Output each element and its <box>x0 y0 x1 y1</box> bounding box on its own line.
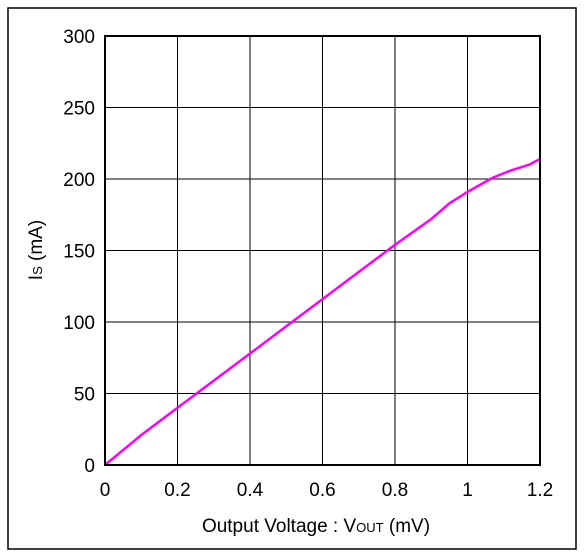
series-line <box>104 157 541 466</box>
x-tick-label: 0.8 <box>382 480 408 501</box>
y-tick-labels: 0 50 100 150 200 250 300 <box>63 27 95 477</box>
series-layer <box>104 157 541 466</box>
y-axis-label-sub: S <box>30 266 45 275</box>
y-tick-label: 50 <box>74 385 95 406</box>
y-tick-label: 300 <box>63 27 95 48</box>
x-axis-label-unit: (mV) <box>384 516 430 537</box>
x-tick-label: 0.2 <box>164 480 190 501</box>
y-axis-label: IS (mA) <box>26 220 47 280</box>
y-tick-label: 150 <box>63 242 95 263</box>
y-axis-label-main: I <box>26 275 47 280</box>
y-axis-label-unit: (mA) <box>26 220 47 266</box>
x-axis-label-main: Output Voltage : V <box>202 516 357 537</box>
x-tick-label: 0 <box>100 480 111 501</box>
plot-area-border <box>104 35 541 466</box>
y-tick-label: 100 <box>63 313 95 334</box>
x-axis-label-sub: OUT <box>356 520 384 535</box>
x-axis-label: Output Voltage : VOUT (mV) <box>202 516 430 537</box>
x-tick-label: 0.4 <box>237 480 264 501</box>
grid <box>105 36 540 465</box>
y-tick-label: 250 <box>63 99 95 120</box>
x-tick-label: 1 <box>462 480 473 501</box>
x-tick-labels: 0 0.2 0.4 0.6 0.8 1 1.2 <box>100 480 554 501</box>
x-tick-label: 0.6 <box>309 480 335 501</box>
outer-frame <box>7 7 577 550</box>
y-tick-label: 200 <box>63 170 95 191</box>
x-tick-label: 1.2 <box>527 480 553 501</box>
y-tick-label: 0 <box>84 456 95 477</box>
